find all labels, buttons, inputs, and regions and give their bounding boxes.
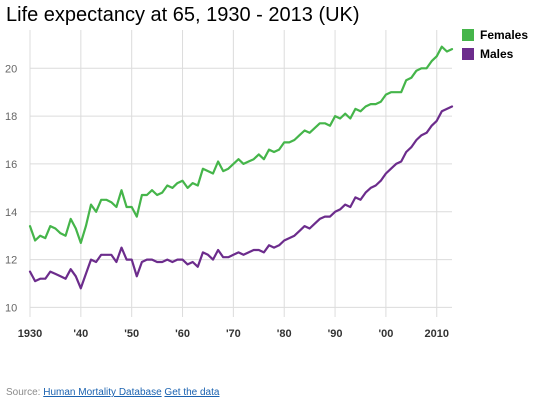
y-tick-label-16: 16: [5, 159, 17, 171]
series-line-females: [28, 45, 454, 244]
x-tick-label-1950: '50: [124, 328, 139, 340]
x-tick-label-1940: '40: [73, 328, 88, 340]
line-chart: 10 12 14 16 18 20 1930 '40 '50 '60 '70 '80 '90 '00 201…: [5, 30, 454, 340]
females-swatch: [462, 28, 474, 41]
x-tick-label-1960: '60: [175, 328, 190, 340]
y-tick-label-18: 18: [5, 111, 17, 123]
x-tick-label-1930: 1930: [18, 328, 42, 340]
x-tick-label-1990: '90: [328, 328, 343, 340]
x-tick-label-2010: 2010: [425, 328, 449, 340]
y-tick-label-10: 10: [5, 302, 17, 314]
legend-item-males: Males: [462, 45, 528, 62]
y-tick-label-12: 12: [5, 255, 17, 267]
get-the-data-link[interactable]: Get the data: [164, 387, 220, 398]
legend-item-females: Females: [462, 26, 528, 43]
x-tick-label-1970: '70: [226, 328, 241, 340]
source-line: Source: Human Mortality Database Get the…: [6, 387, 219, 398]
human-mortality-database-link[interactable]: Human Mortality Database: [43, 387, 162, 398]
series-line-males: [28, 105, 454, 290]
y-tick-label-14: 14: [5, 207, 17, 219]
legend-label-females: Females: [480, 27, 529, 42]
x-tick-label-2000: '00: [378, 328, 393, 340]
legend: Females Males: [462, 26, 528, 64]
chart-title: Life expectancy at 65, 1930 - 2013 (UK): [6, 4, 360, 26]
x-tick-label-1980: '80: [277, 328, 292, 340]
males-swatch: [462, 47, 474, 60]
y-tick-label-20: 20: [5, 63, 17, 75]
legend-label-males: Males: [480, 46, 514, 61]
source-prefix: Source:: [6, 387, 44, 398]
